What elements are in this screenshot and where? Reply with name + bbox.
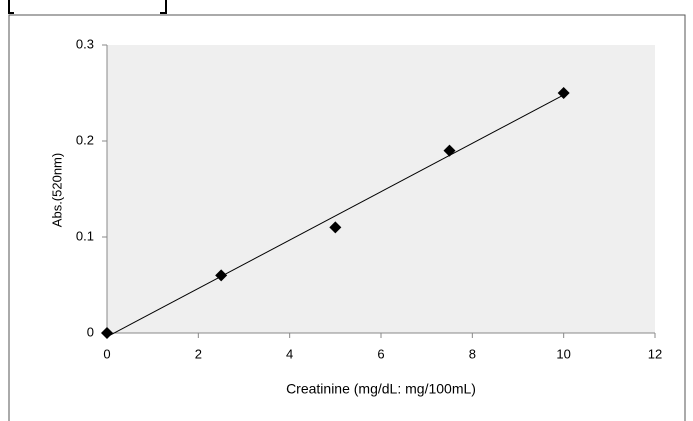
marker (557, 87, 570, 99)
x-tick-label: 6 (377, 346, 384, 361)
x-tick-label: 2 (195, 346, 202, 361)
marker (443, 144, 456, 157)
frame (8, 14, 686, 421)
y-tick-label: 0.1 (76, 228, 94, 243)
plot-area (107, 45, 655, 333)
y-tick-label: 0.2 (76, 132, 94, 147)
x-tick-label: 12 (648, 346, 662, 361)
x-tick-label: 8 (469, 346, 476, 361)
x-tick-label: 0 (103, 346, 110, 361)
marker (215, 269, 228, 282)
y-axis-label: Abs.(520nm) (49, 153, 64, 227)
y-tick-label: 0 (87, 324, 94, 339)
x-tick-label: 10 (556, 346, 570, 361)
cropped-bracket (8, 0, 167, 14)
marker (329, 221, 342, 234)
trendline (106, 94, 564, 338)
y-tick-label: 0.3 (76, 36, 94, 51)
x-axis-label: Creatinine (mg/dL: mg/100mL) (286, 381, 476, 397)
marker (101, 327, 113, 339)
x-tick-label: 4 (286, 346, 293, 361)
